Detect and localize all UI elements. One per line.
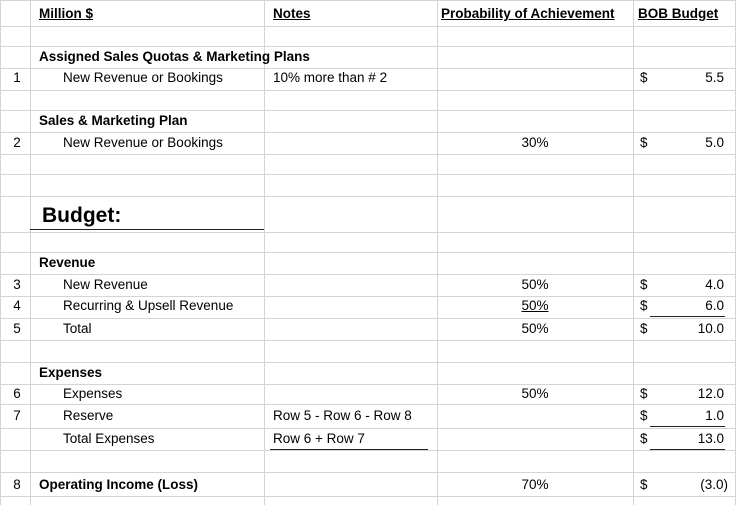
grid-line xyxy=(0,362,736,363)
probability-value: 50% xyxy=(521,321,549,336)
currency-symbol: $ xyxy=(640,321,648,336)
currency-symbol: $ xyxy=(640,477,648,492)
grid-line xyxy=(0,68,736,69)
column-header-million: Million $ xyxy=(39,6,93,21)
probability-value: 50% xyxy=(521,386,549,401)
row-label: Expenses xyxy=(63,386,123,401)
grid-line xyxy=(0,384,736,385)
budget-value: 4.0 xyxy=(705,277,724,292)
row-label: Recurring & Upsell Revenue xyxy=(63,298,234,313)
row-label-operating-income: Operating Income (Loss) xyxy=(39,477,199,492)
column-header-notes: Notes xyxy=(273,6,311,21)
row-note: 10% more than # 2 xyxy=(273,70,388,85)
row-note: Row 6 + Row 7 xyxy=(273,431,365,446)
budget-value: 5.0 xyxy=(705,135,724,150)
row-number: 3 xyxy=(13,277,21,292)
row-number: 1 xyxy=(13,70,21,85)
row-number: 6 xyxy=(13,386,21,401)
section-title-assigned-quotas: Assigned Sales Quotas & Marketing Plans xyxy=(39,49,310,64)
budget-value: (3.0) xyxy=(700,477,728,492)
currency-symbol: $ xyxy=(640,135,648,150)
grid-line xyxy=(0,90,736,91)
section-title-expenses: Expenses xyxy=(39,365,103,380)
grid-line xyxy=(0,252,736,253)
currency-symbol: $ xyxy=(640,408,648,423)
grid-line xyxy=(0,496,736,497)
budget-value: 1.0 xyxy=(705,408,724,423)
row-label: Total xyxy=(63,321,92,336)
total-underline xyxy=(650,449,725,450)
budget-value: 6.0 xyxy=(705,298,724,313)
row-number: 5 xyxy=(13,321,21,336)
row-number: 2 xyxy=(13,135,21,150)
budget-value: 12.0 xyxy=(697,386,724,401)
currency-symbol: $ xyxy=(640,277,648,292)
grid-line xyxy=(0,154,736,155)
grid-line xyxy=(0,318,736,319)
grid-line xyxy=(0,472,736,473)
probability-value: 50% xyxy=(437,297,633,315)
grid-line xyxy=(0,174,736,175)
row-note: Row 5 - Row 6 - Row 8 xyxy=(273,408,412,423)
subtotal-underline xyxy=(650,316,725,317)
grid-line xyxy=(0,232,736,233)
subtotal-underline xyxy=(650,426,725,427)
grid-line xyxy=(0,196,736,197)
grid-line xyxy=(0,0,736,1)
currency-symbol: $ xyxy=(640,386,648,401)
row-number: 8 xyxy=(13,477,21,492)
budget-value: 5.5 xyxy=(705,70,724,85)
column-header-probability: Probability of Achievement xyxy=(441,6,615,21)
row-number: 4 xyxy=(13,298,21,313)
section-title-sales-marketing-plan: Sales & Marketing Plan xyxy=(39,113,188,128)
budget-value: 10.0 xyxy=(697,321,724,336)
section-title-revenue: Revenue xyxy=(39,255,96,270)
currency-symbol: $ xyxy=(640,70,648,85)
grid-line xyxy=(0,404,736,405)
budget-value: 13.0 xyxy=(697,431,724,446)
grid-line xyxy=(0,340,736,341)
grid-line xyxy=(0,450,736,451)
budget-heading: Budget: xyxy=(42,204,122,227)
column-header-bob-budget: BOB Budget xyxy=(638,6,719,21)
probability-value: 70% xyxy=(521,477,549,492)
row-label: New Revenue or Bookings xyxy=(63,135,223,150)
probability-value-text: 50% xyxy=(521,298,549,313)
grid-line xyxy=(0,274,736,275)
grid-line xyxy=(0,26,736,27)
row-number: 7 xyxy=(13,408,21,423)
row-label: New Revenue or Bookings xyxy=(63,70,223,85)
grid-line xyxy=(0,132,736,133)
row-label: Total Expenses xyxy=(63,431,155,446)
grid-line xyxy=(0,46,736,47)
grid-line xyxy=(0,296,736,297)
currency-symbol: $ xyxy=(640,298,648,313)
budget-heading-underline xyxy=(30,229,264,230)
row-label: Reserve xyxy=(63,408,114,423)
grid-line xyxy=(0,428,736,429)
probability-value: 50% xyxy=(521,277,549,292)
currency-symbol: $ xyxy=(640,431,648,446)
grid-line xyxy=(0,110,736,111)
probability-value: 30% xyxy=(521,135,549,150)
row-label: New Revenue xyxy=(63,277,148,292)
note-underline xyxy=(270,449,428,450)
